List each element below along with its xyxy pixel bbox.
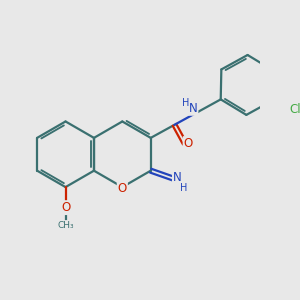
Text: O: O	[118, 182, 127, 195]
Text: CH₃: CH₃	[57, 221, 74, 230]
Text: N: N	[173, 171, 182, 184]
Text: H: H	[180, 183, 187, 193]
Text: H: H	[182, 98, 189, 108]
Text: Cl: Cl	[289, 103, 300, 116]
Text: N: N	[189, 102, 197, 115]
Text: O: O	[61, 201, 70, 214]
Text: O: O	[184, 137, 193, 150]
